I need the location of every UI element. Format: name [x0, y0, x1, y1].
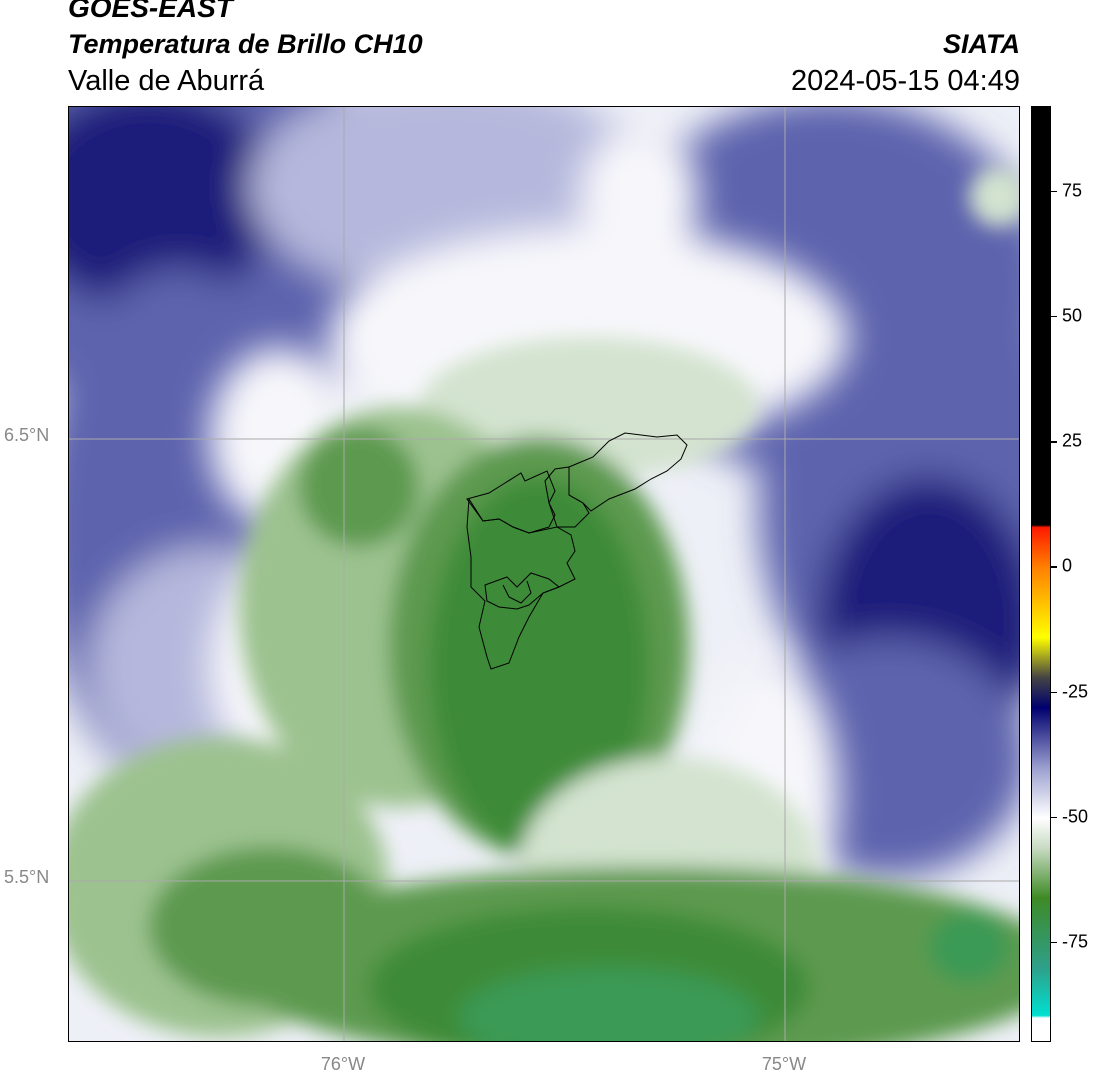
colorbar-tick	[1051, 941, 1057, 944]
blue-blob-nw-core	[69, 107, 279, 307]
datetime-label: 2024-05-15 04:49	[791, 65, 1020, 97]
region-label: Valle de Aburrá	[68, 65, 265, 97]
satellite-title: GOES-EAST	[68, 0, 233, 23]
green-blob-pale-ne	[969, 167, 1019, 227]
boundary-valley-inner-b	[502, 580, 532, 604]
lat-label-6-5: 6.5°N	[4, 425, 50, 445]
boundary-valley-inner-a	[484, 572, 560, 610]
colorbar-tick-label: -50	[1062, 806, 1089, 827]
colorbar-tick	[1051, 566, 1057, 568]
colorbar-tick-label: 50	[1062, 305, 1083, 326]
map-canvas	[69, 107, 1019, 1041]
cloud-field-green	[69, 167, 1019, 1041]
lon-label-75w: 75°W	[761, 1054, 807, 1074]
green-blob-teal-s	[459, 967, 759, 1041]
boundary-north-b	[568, 432, 688, 512]
brightness-temperature-map[interactable]	[68, 106, 1020, 1042]
colorbar-tick-label: -75	[1062, 931, 1089, 952]
product-title: Temperatura de Brillo CH10	[68, 29, 423, 59]
colorbar-tick-label: 25	[1062, 430, 1083, 451]
lon-label-76w: 76°W	[320, 1054, 366, 1074]
boundary-north-c	[544, 466, 590, 528]
white-blob-ne	[579, 127, 699, 267]
colorbar-tick	[1051, 441, 1057, 443]
municipality-boundaries	[466, 432, 688, 670]
green-blob-dark-center	[429, 477, 649, 857]
green-blob-teal-se	[929, 912, 1009, 982]
colorbar-tick	[1051, 316, 1057, 318]
green-blob-pale-n	[419, 337, 759, 477]
colorbar-tick-label: 0	[1062, 555, 1073, 576]
colorbar-tick-label: 75	[1062, 180, 1083, 201]
colorbar-tick	[1051, 191, 1057, 193]
colorbar-tick-label: -25	[1062, 681, 1089, 702]
colorbar-tick	[1051, 816, 1057, 818]
colorbar-fill	[1032, 107, 1050, 1041]
institution-label: SIATA	[943, 29, 1020, 59]
colorbar-tick	[1051, 691, 1057, 693]
colorbar	[1031, 106, 1051, 1042]
lat-label-5-5: 5.5°N	[4, 867, 50, 887]
green-blob-mid-w	[299, 427, 419, 547]
